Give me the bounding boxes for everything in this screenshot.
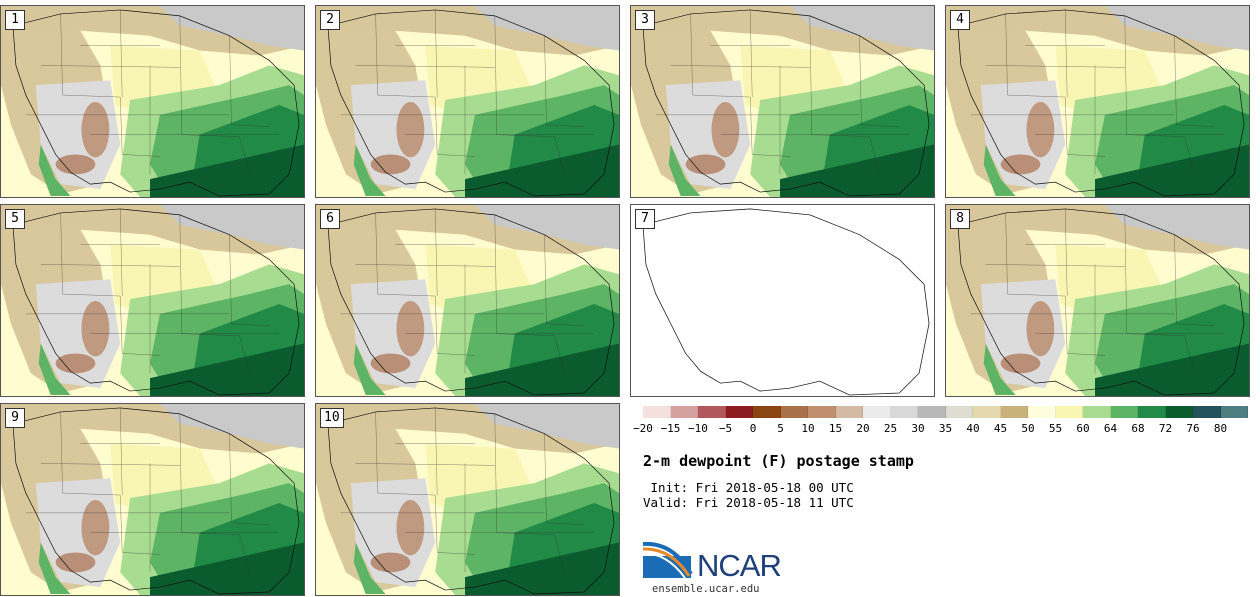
map-panel-9: 9 (0, 403, 305, 596)
panel-label: 3 (635, 10, 655, 30)
colorbar-tick-label: 50 (1021, 422, 1035, 435)
colorbar-tick-label: −5 (718, 422, 733, 435)
panel-label: 1 (5, 10, 25, 30)
colorbar-swatch (1028, 406, 1056, 418)
colorbar-swatch (1220, 406, 1248, 418)
colorbar-swatch (1165, 406, 1193, 418)
colorbar-tick-label: 25 (883, 422, 898, 435)
colorbar-tick-label: −20 (633, 422, 653, 435)
colorbar-ticks: −20 −15 −10 −5 0 5 10 15 20 25 30 35 40 45 50 55 60 64 68 7… (631, 422, 1251, 438)
colorbar-swatch (1055, 406, 1083, 418)
coastline (12, 9, 300, 197)
coastline (327, 208, 615, 396)
colorbar-tick-label: −10 (688, 422, 708, 435)
map-canvas (1, 6, 304, 197)
map-canvas (316, 404, 619, 595)
coastline (957, 208, 1245, 396)
colorbar-swatch (1193, 406, 1221, 418)
colorbar-tick-label: 0 (749, 422, 757, 435)
map-canvas (316, 205, 619, 396)
colorbar (643, 406, 1248, 418)
colorbar-swatch (835, 406, 863, 418)
colorbar-tick-label: 30 (911, 422, 925, 435)
colorbar-swatch (1000, 406, 1028, 418)
colorbar-tick-label: 40 (966, 422, 980, 435)
coastline (642, 9, 930, 197)
coastline (327, 9, 615, 197)
colorbar-tick-label: 76 (1186, 422, 1200, 435)
colorbar-tick-label: 45 (993, 422, 1008, 435)
map-panel-7: 7 (630, 204, 935, 397)
colorbar-swatch (670, 406, 698, 418)
map-panel-6: 6 (315, 204, 620, 397)
map-panel-5: 5 (0, 204, 305, 397)
colorbar-tick-label: 5 (777, 422, 784, 435)
colorbar-swatch (725, 406, 753, 418)
ncar-logo-text: NCAR (697, 548, 782, 583)
map-panel-10: 10 (315, 403, 620, 596)
map-canvas (1, 205, 304, 396)
init-time: Init: Fri 2018-05-18 00 UTC (643, 480, 854, 495)
map-panel-8: 8 (945, 204, 1250, 397)
colorbar-swatch (643, 406, 671, 418)
colorbar-tick-label: 20 (856, 422, 870, 435)
colorbar-tick-label: −15 (660, 422, 681, 435)
panel-label: 6 (320, 209, 340, 229)
panel-label: 8 (950, 209, 970, 229)
coastline (957, 9, 1245, 197)
panel-label: 9 (5, 408, 25, 428)
colorbar-swatch (945, 406, 973, 418)
colorbar-tick-label: 80 (1213, 422, 1228, 435)
valid-time: Valid: Fri 2018-05-18 11 UTC (643, 495, 854, 510)
map-canvas (631, 6, 934, 197)
colorbar-tick-label: 60 (1076, 422, 1090, 435)
map-canvas (946, 205, 1249, 396)
map-panel-3: 3 (630, 5, 935, 198)
coastline (12, 208, 300, 396)
colorbar-swatch (918, 406, 946, 418)
coastline (12, 407, 300, 595)
colorbar-tick-label: 55 (1048, 422, 1063, 435)
map-panel-2: 2 (315, 5, 620, 198)
colorbar-swatch (808, 406, 836, 418)
map-canvas (316, 6, 619, 197)
map-canvas (1, 404, 304, 595)
panel-label: 4 (950, 10, 970, 30)
map-panel-1: 1 (0, 5, 305, 198)
panel-label: 2 (320, 10, 340, 30)
colorbar-swatch (1138, 406, 1166, 418)
colorbar-tick-label: 15 (828, 422, 843, 435)
colorbar-swatch (863, 406, 891, 418)
ncar-logo-icon (643, 541, 693, 579)
colorbar-swatch (890, 406, 918, 418)
colorbar-swatch (780, 406, 808, 418)
map-panel-4: 4 (945, 5, 1250, 198)
colorbar-swatch (973, 406, 1001, 418)
panel-label: 5 (5, 209, 25, 229)
colorbar-swatch (1110, 406, 1138, 418)
coastline (642, 208, 930, 396)
colorbar-swatch (1083, 406, 1111, 418)
colorbar-tick-label: 64 (1103, 422, 1118, 435)
product-title: 2-m dewpoint (F) postage stamp (643, 452, 914, 470)
coastline (327, 407, 615, 595)
site-url: ensemble.ucar.edu (652, 583, 760, 595)
panel-label: 7 (635, 209, 655, 229)
colorbar-tick-label: 10 (801, 422, 815, 435)
map-canvas (642, 208, 930, 396)
colorbar-swatch (698, 406, 726, 418)
colorbar-tick-label: 35 (938, 422, 953, 435)
panel-label: 10 (320, 408, 344, 428)
colorbar-tick-label: 68 (1131, 422, 1145, 435)
map-canvas (946, 6, 1249, 197)
colorbar-tick-label: 72 (1158, 422, 1173, 435)
colorbar-swatch (753, 406, 781, 418)
